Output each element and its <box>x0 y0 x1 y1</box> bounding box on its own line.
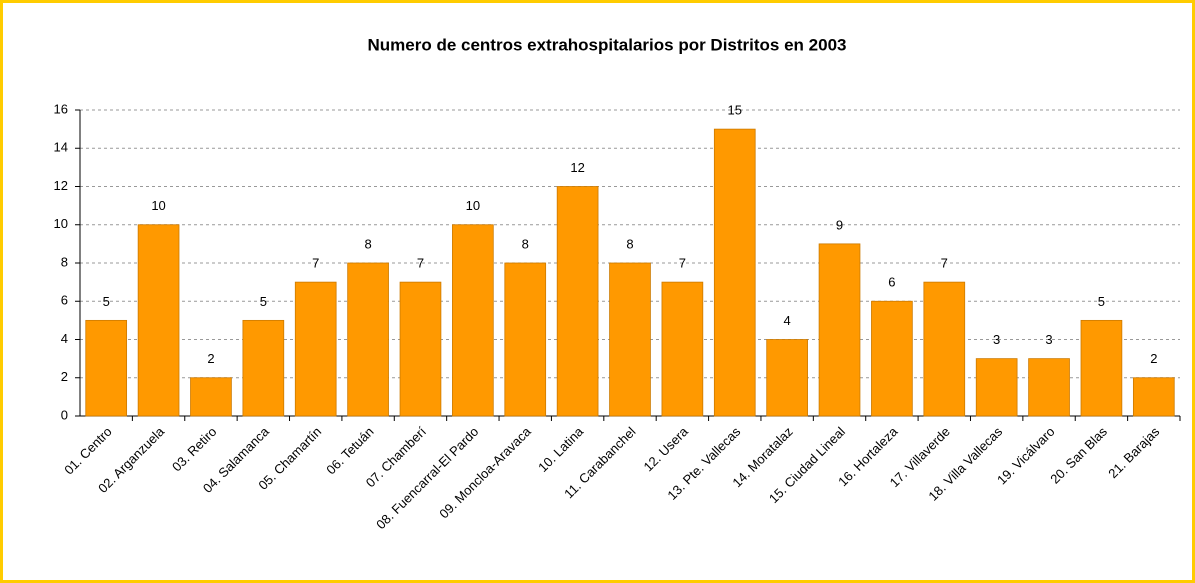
y-tick-label: 10 <box>54 216 68 231</box>
bar <box>294 281 337 417</box>
chart-title: Numero de centros extrahospitalarios por… <box>368 35 847 54</box>
bar <box>1028 358 1070 417</box>
data-label: 10 <box>466 198 480 213</box>
data-label: 2 <box>207 351 214 366</box>
data-label: 8 <box>522 236 529 251</box>
y-tick-label: 6 <box>61 293 68 308</box>
bar <box>818 243 861 417</box>
data-label: 2 <box>1150 351 1157 366</box>
data-label: 12 <box>570 160 584 175</box>
bar <box>242 319 285 417</box>
bar <box>190 377 232 417</box>
y-tick-label: 12 <box>54 178 68 193</box>
y-tick-label: 4 <box>61 331 68 346</box>
y-tick-label: 8 <box>61 254 68 269</box>
bar <box>452 224 494 417</box>
data-label: 5 <box>260 294 267 309</box>
data-label: 4 <box>784 313 791 328</box>
bar <box>137 224 180 417</box>
bar <box>923 281 966 417</box>
bar <box>609 262 651 417</box>
data-label: 8 <box>626 236 633 251</box>
data-label: 7 <box>679 256 686 271</box>
y-tick-label: 16 <box>54 101 68 116</box>
bar <box>1132 377 1175 417</box>
data-label: 3 <box>993 332 1000 347</box>
bar <box>556 186 599 417</box>
bar <box>399 281 442 417</box>
bar <box>85 319 128 417</box>
data-label: 5 <box>103 294 110 309</box>
bar <box>975 358 1018 417</box>
data-label: 7 <box>312 256 319 271</box>
data-label: 7 <box>941 256 948 271</box>
data-label: 7 <box>417 256 424 271</box>
data-label: 9 <box>836 217 843 232</box>
bar <box>871 300 913 417</box>
data-label: 8 <box>364 236 371 251</box>
data-label: 10 <box>151 198 165 213</box>
y-tick-label: 14 <box>54 140 68 155</box>
y-tick-label: 0 <box>61 407 68 422</box>
data-label: 15 <box>728 103 742 118</box>
bar <box>347 262 389 417</box>
bar <box>504 262 547 417</box>
data-label: 5 <box>1098 294 1105 309</box>
data-label: 6 <box>888 275 895 290</box>
data-label: 3 <box>1045 332 1052 347</box>
y-tick-label: 2 <box>61 369 68 384</box>
bar <box>661 281 704 417</box>
bar <box>1080 319 1123 417</box>
bar <box>713 128 756 417</box>
bar <box>766 339 808 417</box>
